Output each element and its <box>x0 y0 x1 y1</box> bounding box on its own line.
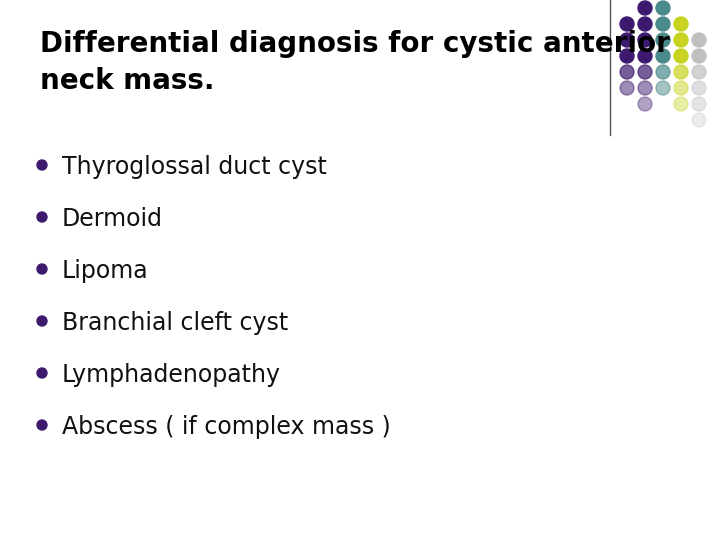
Circle shape <box>37 420 47 430</box>
Circle shape <box>638 17 652 31</box>
Circle shape <box>692 65 706 79</box>
Circle shape <box>656 65 670 79</box>
Text: Dermoid: Dermoid <box>62 207 163 231</box>
Circle shape <box>674 81 688 95</box>
Circle shape <box>656 49 670 63</box>
Circle shape <box>656 17 670 31</box>
Text: Lymphadenopathy: Lymphadenopathy <box>62 363 281 387</box>
Circle shape <box>620 65 634 79</box>
Circle shape <box>620 81 634 95</box>
Circle shape <box>37 264 47 274</box>
Text: Differential diagnosis for cystic anterior
neck mass.: Differential diagnosis for cystic anteri… <box>40 30 670 95</box>
Text: Lipoma: Lipoma <box>62 259 148 283</box>
Circle shape <box>674 17 688 31</box>
Circle shape <box>674 65 688 79</box>
Circle shape <box>638 97 652 111</box>
Circle shape <box>37 160 47 170</box>
Circle shape <box>674 49 688 63</box>
Circle shape <box>37 212 47 222</box>
Circle shape <box>620 17 634 31</box>
Circle shape <box>638 33 652 47</box>
Circle shape <box>692 49 706 63</box>
Circle shape <box>674 97 688 111</box>
Circle shape <box>638 81 652 95</box>
Circle shape <box>656 1 670 15</box>
Circle shape <box>692 97 706 111</box>
Circle shape <box>638 1 652 15</box>
Circle shape <box>674 33 688 47</box>
Circle shape <box>692 113 706 127</box>
Text: Branchial cleft cyst: Branchial cleft cyst <box>62 311 288 335</box>
Circle shape <box>656 33 670 47</box>
Circle shape <box>638 49 652 63</box>
Text: Abscess ( if complex mass ): Abscess ( if complex mass ) <box>62 415 391 439</box>
Circle shape <box>620 49 634 63</box>
Text: Thyroglossal duct cyst: Thyroglossal duct cyst <box>62 155 327 179</box>
Circle shape <box>692 33 706 47</box>
Circle shape <box>638 65 652 79</box>
Circle shape <box>37 368 47 378</box>
Circle shape <box>656 81 670 95</box>
Circle shape <box>37 316 47 326</box>
Circle shape <box>692 81 706 95</box>
Circle shape <box>620 33 634 47</box>
